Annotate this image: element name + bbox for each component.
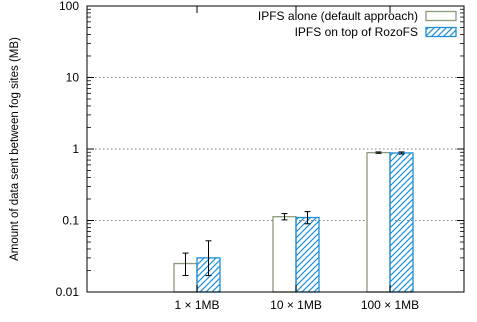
- legend: IPFS alone (default approach) IPFS on top…: [258, 9, 457, 39]
- x-tick-labels: 1 × 1MB 10 × 1MB 100 × 1MB: [174, 298, 419, 312]
- bar-ipfs-alone: [272, 216, 297, 293]
- bar-ipfs-rozofs: [389, 152, 414, 293]
- x-tick-label: 1 × 1MB: [174, 298, 219, 312]
- error-bars: [182, 151, 405, 277]
- y-tick-label: 0.1: [62, 214, 79, 228]
- y-tick-labels: 0.01 0.1 1 10 100: [56, 0, 80, 299]
- legend-label: IPFS alone (default approach): [258, 9, 418, 23]
- x-tick-label: 100 × 1MB: [361, 298, 419, 312]
- bar-ipfs-rozofs: [295, 216, 320, 293]
- y-tick-label: 0.01: [56, 285, 80, 299]
- legend-swatch: [425, 10, 457, 22]
- y-tick-label: 100: [59, 0, 79, 13]
- bars: [173, 151, 414, 293]
- bar-ipfs-alone: [366, 151, 391, 293]
- legend-label: IPFS on top of RozoFS: [295, 25, 418, 39]
- legend-swatch: [425, 26, 457, 38]
- y-axis-label: Amount of data sent between fog sites (M…: [9, 37, 21, 261]
- y-tick-label: 1: [72, 142, 79, 156]
- axis-ticks: [87, 5, 464, 293]
- y-tick-label: 10: [66, 71, 80, 85]
- x-tick-label: 10 × 1MB: [270, 298, 322, 312]
